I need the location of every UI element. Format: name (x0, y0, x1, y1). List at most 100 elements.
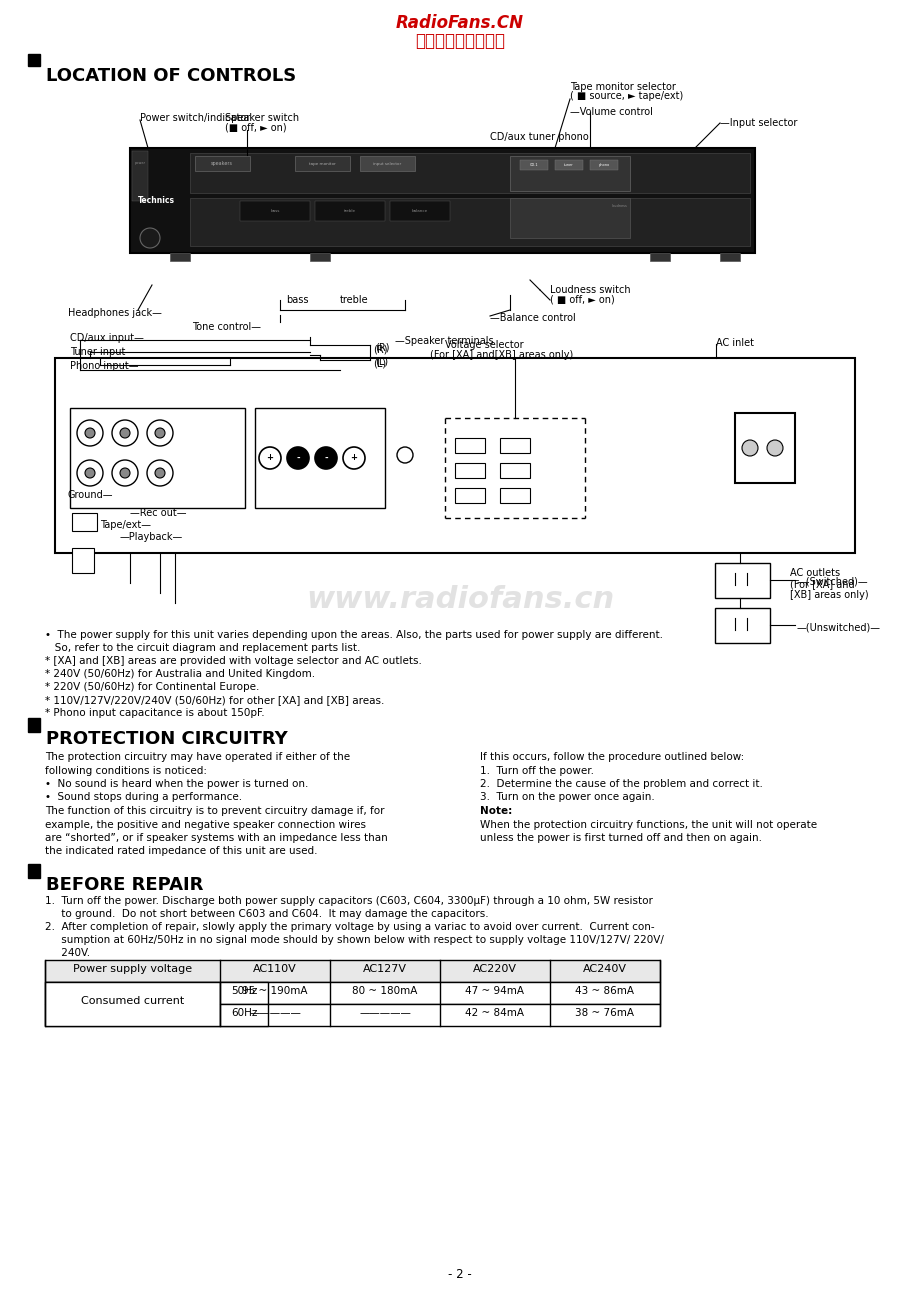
Text: balance: balance (412, 210, 427, 214)
Text: When the protection circuitry functions, the unit will not operate: When the protection circuitry functions,… (480, 819, 816, 829)
Text: treble: treble (344, 210, 356, 214)
Bar (190, 154, 749, 193)
Text: Power switch/indicator: Power switch/indicator (140, 113, 250, 122)
Text: Headphones jack—: Headphones jack— (68, 309, 162, 318)
Bar (499, 488, 529, 503)
Bar (72, 513, 96, 531)
Text: The protection circuitry may have operated if either of the: The protection circuitry may have operat… (45, 753, 350, 762)
Circle shape (119, 428, 130, 437)
Text: —Balance control: —Balance control (490, 312, 575, 323)
Circle shape (397, 447, 413, 464)
Text: Tape monitor selector: Tape monitor selector (570, 82, 675, 92)
Text: LOCATION OF CONTROLS: LOCATION OF CONTROLS (46, 66, 296, 85)
Text: speakers: speakers (210, 161, 233, 167)
Text: 42 ~ 84mA: 42 ~ 84mA (465, 1008, 524, 1018)
Text: - 2 -: - 2 - (448, 1268, 471, 1281)
Text: power: power (134, 161, 145, 165)
Circle shape (154, 467, 165, 478)
Text: Voltage selector: Voltage selector (445, 340, 523, 350)
Text: (L): (L) (375, 357, 388, 367)
Text: •  No sound is heard when the power is turned on.: • No sound is heard when the power is tu… (45, 779, 308, 789)
Text: AC127V: AC127V (363, 963, 406, 974)
Text: AC inlet: AC inlet (715, 339, 754, 348)
Circle shape (742, 440, 757, 456)
Text: —Speaker terminals: —Speaker terminals (394, 336, 494, 346)
Text: unless the power is first turned off and then on again.: unless the power is first turned off and… (480, 833, 761, 842)
Bar (455, 437, 484, 453)
Bar (28, 865, 40, 878)
Text: —————: ————— (358, 1008, 411, 1018)
Text: -: - (296, 453, 300, 462)
Text: following conditions is noticed:: following conditions is noticed: (45, 766, 207, 776)
Bar (240, 201, 310, 221)
Bar (70, 408, 244, 508)
Bar (170, 253, 190, 260)
Bar (220, 1004, 267, 1026)
Text: AC220V: AC220V (472, 963, 516, 974)
Bar (714, 608, 769, 643)
Text: Note:: Note: (480, 806, 512, 816)
Text: ( ■ off, ► on): ( ■ off, ► on) (550, 294, 614, 303)
Text: —Playback—: —Playback— (119, 533, 183, 542)
Text: AC240V: AC240V (583, 963, 627, 974)
Bar (220, 982, 267, 1004)
Circle shape (314, 447, 336, 469)
Bar (589, 160, 618, 171)
Bar (455, 464, 484, 478)
Text: Consumed current: Consumed current (81, 996, 184, 1006)
Bar (314, 201, 384, 221)
Text: treble: treble (340, 296, 369, 305)
Text: Tape/ext—: Tape/ext— (100, 519, 151, 530)
Bar (455, 488, 484, 503)
Bar (310, 253, 330, 260)
Text: phono: phono (597, 163, 609, 167)
Text: (R): (R) (372, 345, 387, 355)
Text: +: + (350, 453, 357, 462)
Text: —Input selector: —Input selector (720, 118, 797, 128)
Bar (131, 151, 148, 201)
Bar (554, 160, 583, 171)
Text: loudness: loudness (611, 204, 628, 208)
Text: RadioFans.CN: RadioFans.CN (395, 14, 524, 33)
Text: [XB] areas only): [XB] areas only) (789, 590, 868, 600)
Text: AC outlets: AC outlets (789, 568, 839, 578)
Text: the indicated rated impedance of this unit are used.: the indicated rated impedance of this un… (45, 846, 317, 857)
Bar (28, 717, 40, 732)
Bar (72, 548, 94, 573)
Text: * 240V (50/60Hz) for Australia and United Kingdom.: * 240V (50/60Hz) for Australia and Unite… (45, 669, 315, 680)
Circle shape (85, 428, 95, 437)
Circle shape (77, 421, 103, 447)
Circle shape (147, 421, 173, 447)
Circle shape (766, 440, 782, 456)
Circle shape (112, 421, 138, 447)
Bar (45, 1004, 659, 1026)
Text: Tuner input—: Tuner input— (70, 348, 135, 357)
Text: 1.  Turn off the power. Discharge both power supply capacitors (C603, C604, 3300: 1. Turn off the power. Discharge both po… (45, 896, 652, 906)
Bar (720, 253, 739, 260)
Text: 2.  After completion of repair, slowly apply the primary voltage by using a vari: 2. After completion of repair, slowly ap… (45, 922, 654, 932)
Text: •  Sound stops during a performance.: • Sound stops during a performance. (45, 793, 242, 802)
Text: BEFORE REPAIR: BEFORE REPAIR (46, 876, 203, 894)
Bar (509, 156, 630, 191)
Text: (L): (L) (372, 358, 386, 368)
Text: (R): (R) (375, 342, 389, 353)
Bar (509, 198, 630, 238)
Text: 60Hz: 60Hz (231, 1008, 257, 1018)
Circle shape (343, 447, 365, 469)
Bar (45, 982, 220, 1026)
Circle shape (140, 228, 160, 247)
Text: CD/aux tuner phono: CD/aux tuner phono (490, 132, 588, 142)
Text: AC110V: AC110V (253, 963, 297, 974)
Text: 240V.: 240V. (45, 948, 90, 958)
Bar (55, 358, 854, 553)
Text: 80 ~ 180mA: 80 ~ 180mA (352, 986, 417, 996)
Text: Tone control—: Tone control— (192, 322, 261, 332)
Bar (255, 408, 384, 508)
Text: The function of this circuitry is to prevent circuitry damage if, for: The function of this circuitry is to pre… (45, 806, 384, 816)
Circle shape (287, 447, 309, 469)
Text: CD.1: CD.1 (529, 163, 538, 167)
Circle shape (154, 428, 165, 437)
Text: * 220V (50/60Hz) for Continental Europe.: * 220V (50/60Hz) for Continental Europe. (45, 682, 259, 691)
Text: +: + (267, 453, 273, 462)
Text: www.radiofans.cn: www.radiofans.cn (305, 586, 614, 615)
